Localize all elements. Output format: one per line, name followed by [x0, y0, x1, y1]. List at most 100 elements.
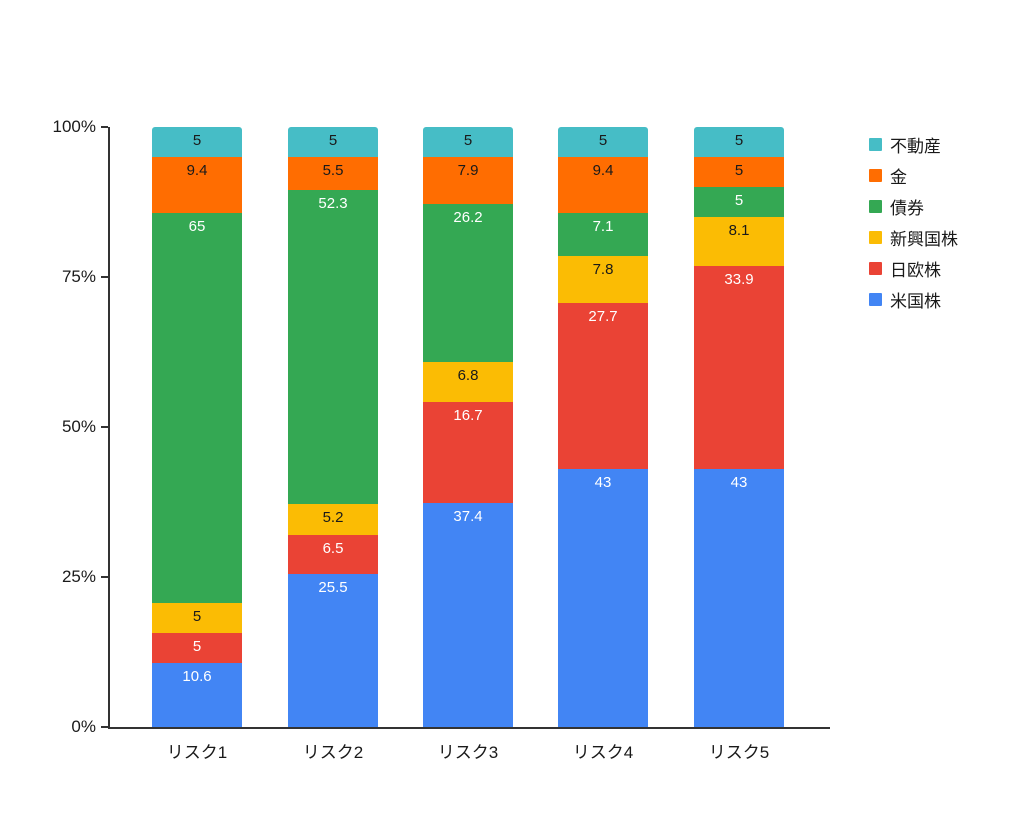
bar-segment-series-1: 33.9 — [694, 265, 784, 469]
segment-value-label: 5 — [734, 132, 744, 149]
bar-risk-5: 5 5 5 8.1 33.9 43 — [694, 127, 784, 727]
segment-value-label: 26.2 — [453, 209, 483, 227]
segment-value-label: 5.2 — [322, 508, 344, 526]
segment-value-label: 5 — [463, 132, 473, 149]
segment-value-label: 65 — [188, 218, 206, 236]
legend-label: 米国株 — [890, 291, 941, 311]
bar-segment-series-4: 5 — [694, 157, 784, 187]
x-axis-label-risk-1: リスク1 — [166, 743, 228, 762]
segment-value-label: 5 — [598, 132, 608, 149]
segment-value-label: 5 — [328, 132, 338, 149]
legend-swatch-icon — [869, 261, 882, 275]
segment-value-label: 7.1 — [592, 218, 614, 236]
legend-swatch-icon — [869, 137, 882, 151]
y-axis-line — [108, 127, 110, 729]
legend-swatch-icon — [869, 230, 882, 244]
bar-risk-3: 5 7.9 26.2 6.8 16.7 37.4 — [423, 127, 513, 727]
bar-segment-series-3: 65 — [152, 213, 242, 604]
legend-item-4: 日欧株 — [869, 257, 958, 280]
segment-value-label: 5.5 — [322, 162, 344, 179]
bar-segment-series-5: 5 — [423, 127, 513, 157]
y-axis-tick-label: 75% — [61, 267, 96, 286]
legend-item-0: 不動産 — [869, 133, 958, 156]
y-axis-tick-label: 50% — [61, 417, 96, 436]
y-axis-tick — [101, 426, 108, 428]
bar-segment-series-3: 5 — [694, 187, 784, 217]
legend-label: 金 — [890, 167, 907, 187]
bar-segment-series-5: 5 — [152, 127, 242, 157]
segment-value-label: 5 — [192, 608, 202, 626]
bar-segment-series-4: 5.5 — [288, 157, 378, 190]
bar-segment-series-3: 52.3 — [288, 190, 378, 504]
y-axis-tick — [101, 276, 108, 278]
bar-segment-series-2: 5.2 — [288, 503, 378, 535]
y-axis-tick — [101, 126, 108, 128]
bar-segment-series-5: 5 — [694, 127, 784, 157]
x-axis-label-risk-2: リスク2 — [302, 743, 364, 762]
bar-segment-series-2: 5 — [152, 603, 242, 634]
plot-area: 0% 25% 50% 75% 100% 5 9.4 65 5 5 10.6 リスク1 5 5.5 52.3 5… — [53, 118, 830, 762]
segment-value-label: 10.6 — [182, 668, 212, 686]
y-axis-tick — [101, 576, 108, 578]
bar-segment-series-5: 5 — [558, 127, 648, 157]
bar-segment-series-1: 6.5 — [288, 534, 378, 574]
bar-segment-series-2: 7.8 — [558, 255, 648, 303]
segment-value-label: 6.8 — [457, 366, 479, 384]
bar-segment-series-1: 27.7 — [558, 302, 648, 469]
legend: 不動産金債券新興国株日欧株米国株 — [869, 133, 958, 319]
y-axis-tick-label: 0% — [71, 717, 96, 736]
legend-swatch-icon — [869, 292, 882, 306]
segment-value-label: 8.1 — [728, 222, 750, 239]
x-axis-line — [108, 727, 830, 729]
x-axis-label-risk-4: リスク4 — [572, 743, 634, 762]
segment-value-label: 52.3 — [318, 195, 348, 212]
legend-swatch-icon — [869, 199, 882, 213]
bar-segment-series-0: 25.5 — [288, 573, 378, 727]
bar-segment-series-4: 9.4 — [558, 157, 648, 214]
legend-label: 不動産 — [890, 136, 941, 156]
x-axis-label-risk-3: リスク3 — [437, 743, 499, 762]
bar-segment-series-2: 8.1 — [694, 217, 784, 266]
segment-value-label: 5 — [192, 638, 202, 656]
legend-label: 新興国株 — [890, 229, 958, 249]
bar-segment-series-2: 6.8 — [423, 361, 513, 403]
bar-segment-series-0: 43 — [694, 468, 784, 727]
bar-segment-series-0: 37.4 — [423, 502, 513, 727]
segment-value-label: 25.5 — [318, 578, 348, 596]
segment-value-label: 37.4 — [453, 507, 483, 525]
bar-segment-series-1: 16.7 — [423, 402, 513, 503]
segment-value-label: 5 — [734, 162, 744, 179]
segment-value-label: 43 — [730, 473, 748, 491]
bar-risk-1: 5 9.4 65 5 5 10.6 — [152, 127, 242, 727]
segment-value-label: 16.7 — [453, 407, 483, 425]
segment-value-label: 27.7 — [588, 307, 618, 325]
segment-value-label: 5 — [192, 132, 202, 149]
legend-label: 日欧株 — [890, 260, 941, 280]
legend-label: 債券 — [890, 198, 924, 218]
segment-value-label: 7.8 — [592, 260, 614, 278]
segment-value-label: 5 — [734, 192, 744, 209]
segment-value-label: 7.9 — [457, 162, 479, 179]
legend-swatch-icon — [869, 168, 882, 182]
bar-segment-series-4: 7.9 — [423, 157, 513, 205]
y-axis-tick-label: 100% — [52, 117, 96, 136]
segment-value-label: 33.9 — [724, 270, 754, 288]
bar-segment-series-3: 26.2 — [423, 204, 513, 362]
legend-item-3: 新興国株 — [869, 226, 958, 249]
segment-value-label: 9.4 — [592, 162, 614, 179]
legend-item-5: 米国株 — [869, 288, 958, 311]
bar-risk-2: 5 5.5 52.3 5.2 6.5 25.5 — [288, 127, 378, 727]
bar-segment-series-4: 9.4 — [152, 157, 242, 214]
segment-value-label: 6.5 — [322, 539, 344, 557]
legend-item-1: 金 — [869, 164, 958, 187]
bar-segment-series-3: 7.1 — [558, 213, 648, 256]
segment-value-label: 9.4 — [186, 162, 208, 179]
y-axis-tick — [101, 726, 108, 728]
bar-segment-series-5: 5 — [288, 127, 378, 157]
x-axis-label-risk-5: リスク5 — [708, 743, 770, 762]
y-axis-tick-label: 25% — [61, 567, 96, 586]
bar-risk-4: 5 9.4 7.1 7.8 27.7 43 — [558, 127, 648, 727]
segment-value-label: 43 — [594, 473, 612, 491]
legend-item-2: 債券 — [869, 195, 958, 218]
